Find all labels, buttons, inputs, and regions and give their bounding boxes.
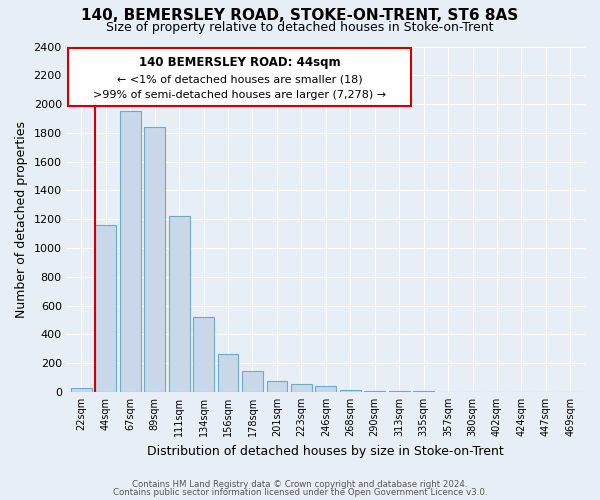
- Bar: [389, 391, 410, 392]
- Bar: [266, 380, 287, 392]
- Bar: [364, 391, 385, 392]
- Text: >99% of semi-detached houses are larger (7,278) →: >99% of semi-detached houses are larger …: [93, 90, 386, 100]
- Bar: [169, 216, 190, 392]
- Bar: [95, 225, 116, 392]
- Y-axis label: Number of detached properties: Number of detached properties: [15, 120, 28, 318]
- Bar: [218, 354, 238, 392]
- FancyBboxPatch shape: [68, 48, 412, 106]
- Bar: [193, 317, 214, 392]
- Text: Size of property relative to detached houses in Stoke-on-Trent: Size of property relative to detached ho…: [106, 21, 494, 34]
- Text: 140 BEMERSLEY ROAD: 44sqm: 140 BEMERSLEY ROAD: 44sqm: [139, 56, 340, 69]
- Bar: [242, 370, 263, 392]
- Bar: [144, 127, 165, 392]
- Text: Contains HM Land Registry data © Crown copyright and database right 2024.: Contains HM Land Registry data © Crown c…: [132, 480, 468, 489]
- Bar: [340, 390, 361, 392]
- Bar: [291, 384, 312, 392]
- Bar: [120, 112, 140, 392]
- Bar: [71, 388, 92, 392]
- Bar: [316, 386, 336, 392]
- X-axis label: Distribution of detached houses by size in Stoke-on-Trent: Distribution of detached houses by size …: [148, 444, 504, 458]
- Text: ← <1% of detached houses are smaller (18): ← <1% of detached houses are smaller (18…: [117, 74, 362, 85]
- Text: 140, BEMERSLEY ROAD, STOKE-ON-TRENT, ST6 8AS: 140, BEMERSLEY ROAD, STOKE-ON-TRENT, ST6…: [82, 8, 518, 22]
- Text: Contains public sector information licensed under the Open Government Licence v3: Contains public sector information licen…: [113, 488, 487, 497]
